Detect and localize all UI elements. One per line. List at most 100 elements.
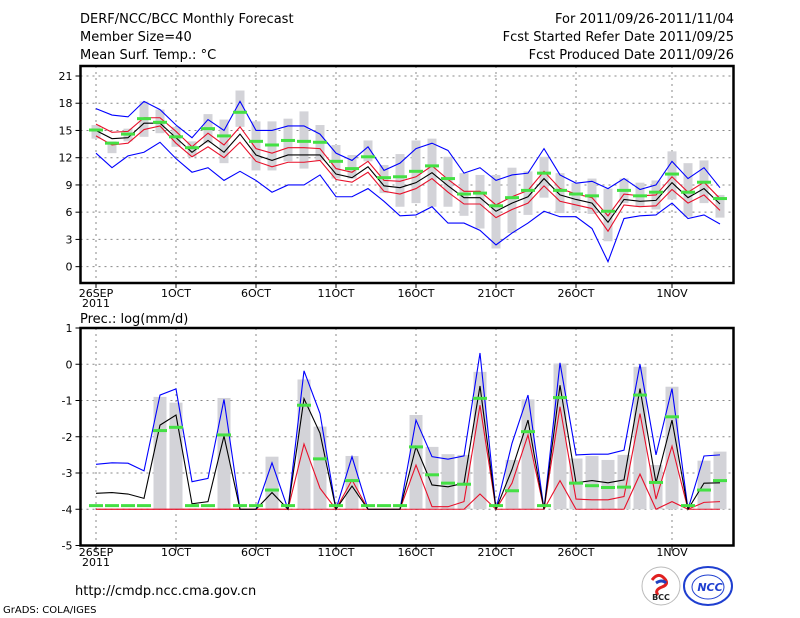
y-tick-label: -3 <box>62 467 73 480</box>
forecast-period: For 2011/09/26-2011/11/04 <box>555 12 734 27</box>
figure-title: DERF/NCC/BCC Monthly Forecast <box>80 12 294 27</box>
observed-marker <box>233 504 247 508</box>
series-lower-line <box>96 472 720 510</box>
observed-marker <box>633 393 647 397</box>
x-tick-sublabel: 2011 <box>82 297 110 310</box>
ensemble-range-bar <box>523 171 533 215</box>
observed-marker <box>569 481 583 485</box>
observed-marker <box>649 480 663 484</box>
observed-marker <box>361 504 375 508</box>
ensemble-range-bar <box>617 454 631 510</box>
header: DERF/NCC/BCC Monthly Forecast Member Siz… <box>80 12 734 63</box>
y-tick-label: 15 <box>59 124 73 137</box>
ensemble-range-bar <box>251 121 261 171</box>
produced-date: Fcst Produced Date 2011/09/26 <box>529 48 734 63</box>
ensemble-range-bar <box>363 140 373 162</box>
observed-marker <box>409 445 423 449</box>
observed-marker <box>313 457 327 461</box>
refer-date: Fcst Started Refer Date 2011/09/25 <box>503 30 734 45</box>
observed-marker <box>105 141 119 145</box>
observed-marker <box>329 504 343 508</box>
ensemble-range-bar <box>107 141 117 154</box>
ensemble-range-bar <box>507 167 517 234</box>
member-size: Member Size=40 <box>80 30 192 45</box>
observed-marker <box>649 190 663 194</box>
x-tick-label: 16OCT <box>397 546 434 559</box>
y-tick-label: 9 <box>66 179 73 192</box>
x-tick-label: 21OCT <box>477 287 514 300</box>
ensemble-range-bar <box>395 154 405 207</box>
y-tick-label: -1 <box>62 395 73 408</box>
ensemble-range-bar <box>633 366 647 510</box>
observed-marker <box>345 479 359 483</box>
observed-marker <box>457 192 471 196</box>
observed-marker <box>297 139 311 143</box>
observed-marker <box>505 196 519 200</box>
observed-marker <box>393 504 407 508</box>
observed-marker <box>697 180 711 184</box>
observed-marker <box>201 127 215 131</box>
x-tick-label: 11OCT <box>317 287 354 300</box>
observed-marker <box>201 504 215 508</box>
ensemble-range-bar <box>475 174 485 229</box>
x-tick-label: 1NOV <box>656 287 688 300</box>
y-tick-label: 0 <box>66 261 73 274</box>
observed-marker <box>281 504 295 508</box>
x-tick-label: 6OCT <box>241 287 271 300</box>
observed-marker <box>457 482 471 486</box>
observed-marker <box>361 155 375 159</box>
observed-marker <box>265 488 279 492</box>
y-tick-label: 18 <box>59 97 73 110</box>
ensemble-range-bar <box>715 194 725 218</box>
bcc-logo-text: BCC <box>652 593 670 602</box>
observed-marker <box>233 110 247 114</box>
observed-marker <box>393 175 407 179</box>
series-max-line <box>95 352 721 510</box>
observed-marker <box>281 138 295 142</box>
y-tick-label: 6 <box>66 206 73 219</box>
observed-marker <box>713 197 727 201</box>
observed-marker <box>105 504 119 508</box>
series-min-line <box>95 141 721 264</box>
observed-marker <box>617 485 631 489</box>
ensemble-range-bar <box>553 363 567 510</box>
observed-marker <box>473 396 487 400</box>
ensemble-range-bar <box>571 183 581 211</box>
observed-marker <box>617 188 631 192</box>
observed-marker <box>601 486 615 489</box>
observed-marker <box>297 403 311 407</box>
bcc-logo: BCC <box>641 566 681 606</box>
ensemble-range-bar <box>219 119 229 164</box>
variable-label: Mean Surf. Temp.: °C <box>80 48 216 63</box>
x-tick-label: 16OCT <box>397 287 434 300</box>
footer-url[interactable]: http://cmdp.ncc.cma.gov.cn <box>75 584 256 599</box>
ensemble-range-bar <box>601 459 615 510</box>
y-tick-label: 3 <box>66 233 73 246</box>
ncc-logo: NCC <box>683 566 733 606</box>
ensemble-range-bar <box>217 397 231 510</box>
observed-marker <box>441 177 455 181</box>
observed-marker <box>585 194 599 198</box>
ensemble-range-bar <box>265 456 279 510</box>
plot-frame <box>79 326 735 547</box>
observed-marker <box>713 479 727 483</box>
x-tick-label: 6OCT <box>241 546 271 559</box>
ensemble-range-bar <box>345 455 359 510</box>
y-tick-label: -5 <box>62 540 73 553</box>
observed-marker <box>313 140 327 144</box>
observed-marker <box>681 190 695 194</box>
observed-marker <box>521 188 535 192</box>
observed-marker <box>697 488 711 492</box>
observed-marker <box>489 504 503 508</box>
y-tick-label: 12 <box>59 152 73 165</box>
observed-marker <box>489 204 503 208</box>
observed-marker <box>89 504 103 508</box>
observed-marker <box>681 504 695 508</box>
observed-marker <box>473 191 487 195</box>
series-lower-line <box>95 125 721 233</box>
observed-marker <box>441 481 455 485</box>
observed-marker <box>537 504 551 508</box>
observed-marker <box>553 396 567 400</box>
y-tick-label: 1 <box>66 322 73 335</box>
